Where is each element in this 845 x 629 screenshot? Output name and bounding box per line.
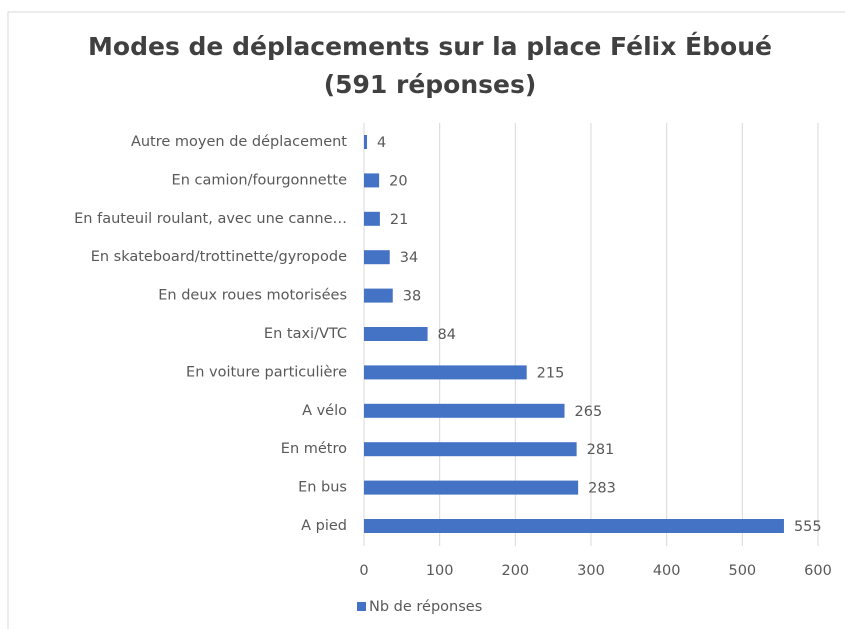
y-tick-label: En métro <box>281 441 347 457</box>
legend-swatch <box>357 602 366 611</box>
y-tick-label: En voiture particulière <box>186 364 347 380</box>
value-label: 4 <box>377 135 386 151</box>
bar <box>364 250 390 265</box>
bar <box>364 327 428 341</box>
y-tick-label: A pied <box>301 518 347 534</box>
y-tick-label: En camion/fourgonnette <box>172 172 348 188</box>
x-tick-label: 500 <box>728 563 756 579</box>
y-tick-label: Autre moyen de déplacement <box>131 134 347 150</box>
bar <box>364 288 393 303</box>
y-tick-label: A vélo <box>302 403 347 419</box>
chart-frame <box>7 11 845 629</box>
bar <box>364 173 380 188</box>
y-tick-label: En fauteuil roulant, avec une canne… <box>74 211 347 227</box>
value-label: 281 <box>587 442 615 458</box>
value-label: 265 <box>575 404 603 420</box>
x-tick-label: 0 <box>359 563 368 579</box>
value-label: 215 <box>537 365 565 381</box>
value-label: 555 <box>794 519 822 535</box>
x-tick-label: 100 <box>426 563 454 579</box>
value-label: 283 <box>588 481 616 497</box>
bar <box>364 442 577 457</box>
y-tick-label: En taxi/VTC <box>264 326 347 342</box>
value-label: 34 <box>400 250 418 266</box>
value-label: 20 <box>389 173 407 189</box>
y-tick-label: En bus <box>298 480 347 496</box>
x-tick-label: 200 <box>501 563 529 579</box>
value-label: 84 <box>438 327 456 343</box>
chart-title: Modes de déplacements sur la place Félix… <box>88 32 772 99</box>
bar <box>364 365 527 380</box>
legend-label: Nb de réponses <box>369 599 482 615</box>
bar <box>364 519 784 533</box>
y-tick-label: En skateboard/trottinette/gyropode <box>91 249 347 265</box>
x-tick-label: 400 <box>653 563 681 579</box>
value-label: 21 <box>390 212 408 228</box>
x-tick-label: 300 <box>577 563 605 579</box>
x-tick-label: 600 <box>804 563 832 579</box>
y-tick-label: En deux roues motorisées <box>158 288 347 304</box>
bar <box>364 480 579 495</box>
bar <box>364 135 368 149</box>
value-label: 38 <box>403 289 421 305</box>
bar <box>364 403 565 418</box>
bar <box>364 211 380 226</box>
